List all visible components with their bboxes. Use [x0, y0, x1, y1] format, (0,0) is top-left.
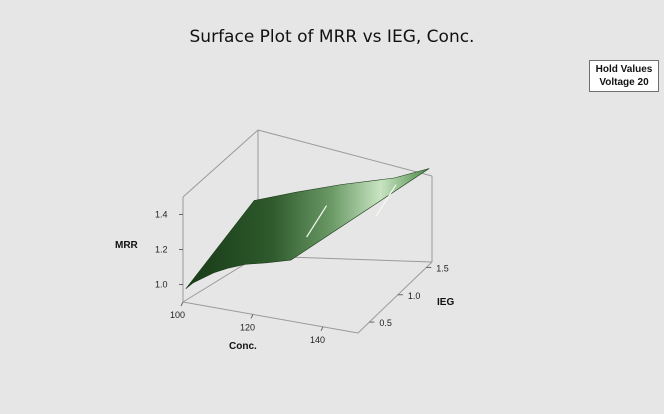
- mrr-surface: [185, 168, 430, 290]
- hold-value-voltage: Voltage 20: [590, 76, 658, 89]
- x-tick-mark: [320, 326, 324, 332]
- box-edge-back-top: [182, 129, 259, 198]
- y-tick-label: 0.5: [379, 318, 392, 328]
- z-tick-label: 1.4: [155, 210, 168, 220]
- x-tick-mark: [180, 301, 184, 307]
- x-tick-label: 100: [170, 310, 185, 320]
- tick-layer: 1.0 1.2 1.4 100 120 140 0.5 1.0 1.5: [155, 210, 449, 345]
- surface-highlight: [375, 184, 397, 217]
- hold-values-header: Hold Values: [595, 64, 653, 75]
- x-tick-label: 140: [310, 335, 325, 345]
- hold-value-number: 20: [637, 77, 649, 88]
- hold-value-name: Voltage: [599, 77, 635, 88]
- y-tick-label: 1.5: [436, 263, 449, 273]
- surface-layer: [185, 168, 430, 290]
- box-edge-right-top: [257, 129, 433, 177]
- z-axis-label: MRR: [115, 240, 139, 251]
- z-tick-label: 1.0: [155, 280, 168, 290]
- y-axis-label: IEG: [437, 297, 454, 308]
- x-tick-mark: [250, 314, 254, 319]
- surface-highlight: [306, 205, 328, 238]
- x-tick-label: 120: [240, 322, 255, 332]
- y-tick-label: 1.0: [408, 291, 421, 301]
- box-edge-floor-right: [357, 261, 433, 334]
- x-axis-label: Conc.: [229, 341, 257, 352]
- hold-values-legend: Hold Values Voltage 20: [589, 60, 659, 92]
- box-edge-floor-front: [182, 301, 359, 334]
- z-tick-label: 1.2: [155, 245, 168, 255]
- chart-title: Surface Plot of MRR vs IEG, Conc.: [190, 27, 475, 47]
